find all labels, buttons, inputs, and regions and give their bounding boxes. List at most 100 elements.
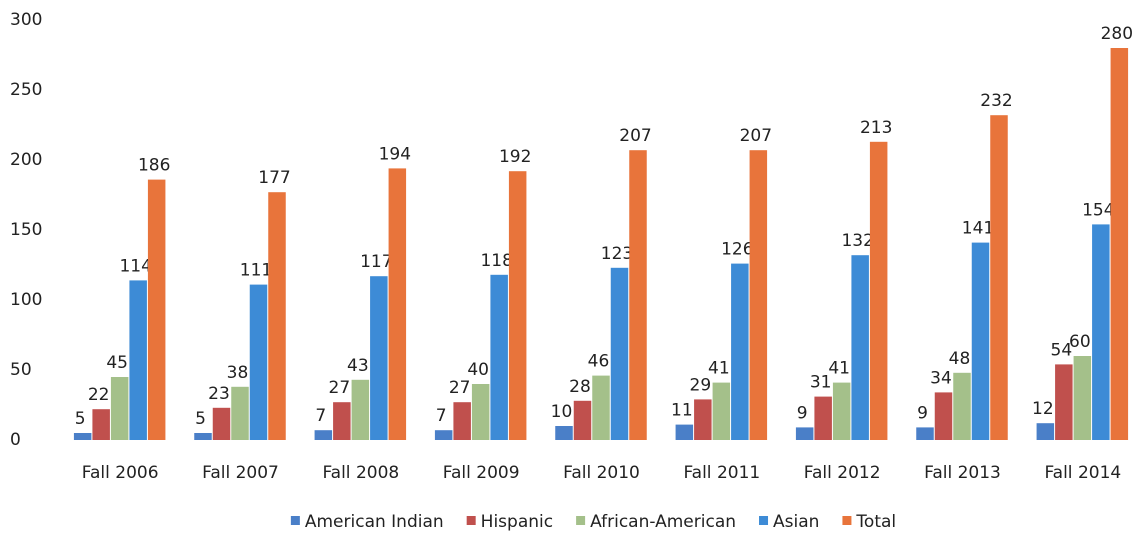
bar xyxy=(814,396,832,440)
bar xyxy=(231,386,249,440)
data-label: 186 xyxy=(138,156,170,176)
bar xyxy=(212,407,231,440)
data-label: 28 xyxy=(569,377,591,397)
y-tick-label: 0 xyxy=(10,430,21,450)
legend-swatch xyxy=(466,516,476,525)
x-tick-label: Fall 2014 xyxy=(1044,463,1121,483)
y-tick-label: 100 xyxy=(10,290,42,310)
bar xyxy=(471,384,490,440)
bar xyxy=(73,433,92,440)
data-label: 213 xyxy=(860,118,892,138)
data-label: 34 xyxy=(930,368,952,388)
data-label: 46 xyxy=(588,352,610,372)
x-tick-label: Fall 2006 xyxy=(82,463,159,483)
bar xyxy=(990,115,1008,440)
data-label: 132 xyxy=(841,231,873,251)
bar xyxy=(555,426,573,440)
data-label: 9 xyxy=(917,403,928,423)
x-tick-label: Fall 2012 xyxy=(804,463,881,483)
bar xyxy=(731,263,749,440)
bar xyxy=(1073,356,1092,440)
data-label: 27 xyxy=(449,378,471,398)
data-label: 12 xyxy=(1032,399,1054,419)
data-label: 7 xyxy=(436,406,447,426)
data-label: 23 xyxy=(208,384,230,404)
data-label: 41 xyxy=(708,359,730,379)
data-label: 31 xyxy=(810,373,832,393)
data-label: 192 xyxy=(499,147,531,167)
bar xyxy=(351,379,370,440)
data-label: 10 xyxy=(551,402,573,422)
bar xyxy=(629,150,647,440)
data-label: 154 xyxy=(1082,200,1114,220)
bar xyxy=(934,392,953,440)
bar xyxy=(795,427,814,440)
bar xyxy=(249,284,268,440)
data-label: 9 xyxy=(797,403,808,423)
bar xyxy=(92,409,110,440)
data-label: 38 xyxy=(227,363,249,383)
data-label: 60 xyxy=(1069,332,1091,352)
data-label: 207 xyxy=(619,126,651,146)
data-label: 5 xyxy=(195,409,206,429)
legend-swatch xyxy=(576,516,586,525)
bar xyxy=(490,274,508,440)
data-label: 43 xyxy=(347,356,369,376)
bar xyxy=(712,382,731,440)
bar xyxy=(592,375,610,440)
data-label: 41 xyxy=(828,359,850,379)
data-label: 141 xyxy=(962,219,994,239)
bar xyxy=(268,192,286,440)
y-tick-label: 250 xyxy=(10,80,42,100)
data-label: 29 xyxy=(690,375,712,395)
data-label: 5 xyxy=(75,409,86,429)
data-label: 177 xyxy=(258,168,290,188)
bar xyxy=(370,276,388,440)
bar xyxy=(147,179,166,440)
x-tick-label: Fall 2010 xyxy=(563,463,640,483)
y-tick-label: 50 xyxy=(10,360,32,380)
data-label: 232 xyxy=(980,91,1012,111)
data-label: 207 xyxy=(740,126,772,146)
bar xyxy=(832,382,851,440)
bar xyxy=(1055,364,1073,440)
data-label: 27 xyxy=(329,378,351,398)
legend-label: African-American xyxy=(590,512,736,532)
bar xyxy=(749,150,768,440)
legend-swatch xyxy=(290,516,300,525)
x-tick-label: Fall 2008 xyxy=(322,463,399,483)
data-label: 54 xyxy=(1051,340,1073,360)
data-label: 126 xyxy=(721,240,753,260)
y-tick-label: 200 xyxy=(10,150,42,170)
data-label: 194 xyxy=(379,144,411,164)
bar xyxy=(953,372,971,440)
x-tick-label: Fall 2011 xyxy=(683,463,760,483)
x-tick-label: Fall 2009 xyxy=(443,463,520,483)
data-label: 123 xyxy=(601,244,633,264)
bar xyxy=(675,424,694,440)
bar xyxy=(869,141,888,441)
data-label: 7 xyxy=(315,406,326,426)
bar xyxy=(508,171,527,440)
bar xyxy=(333,402,351,440)
bar xyxy=(110,377,129,440)
data-label: 11 xyxy=(671,401,693,421)
bar xyxy=(129,280,147,440)
data-label: 45 xyxy=(106,353,128,373)
data-label: 117 xyxy=(360,252,392,272)
bar xyxy=(388,168,407,440)
bar xyxy=(453,402,471,440)
data-label: 40 xyxy=(467,360,489,380)
bar xyxy=(1036,423,1055,440)
x-tick-label: Fall 2013 xyxy=(924,463,1001,483)
bar xyxy=(1092,224,1110,440)
legend-label: Total xyxy=(855,512,896,532)
data-label: 22 xyxy=(88,385,110,405)
data-label: 118 xyxy=(480,251,512,271)
bar xyxy=(314,430,333,440)
bar xyxy=(971,242,990,440)
bar xyxy=(694,399,712,440)
data-label: 111 xyxy=(240,261,272,281)
bar xyxy=(610,267,629,440)
